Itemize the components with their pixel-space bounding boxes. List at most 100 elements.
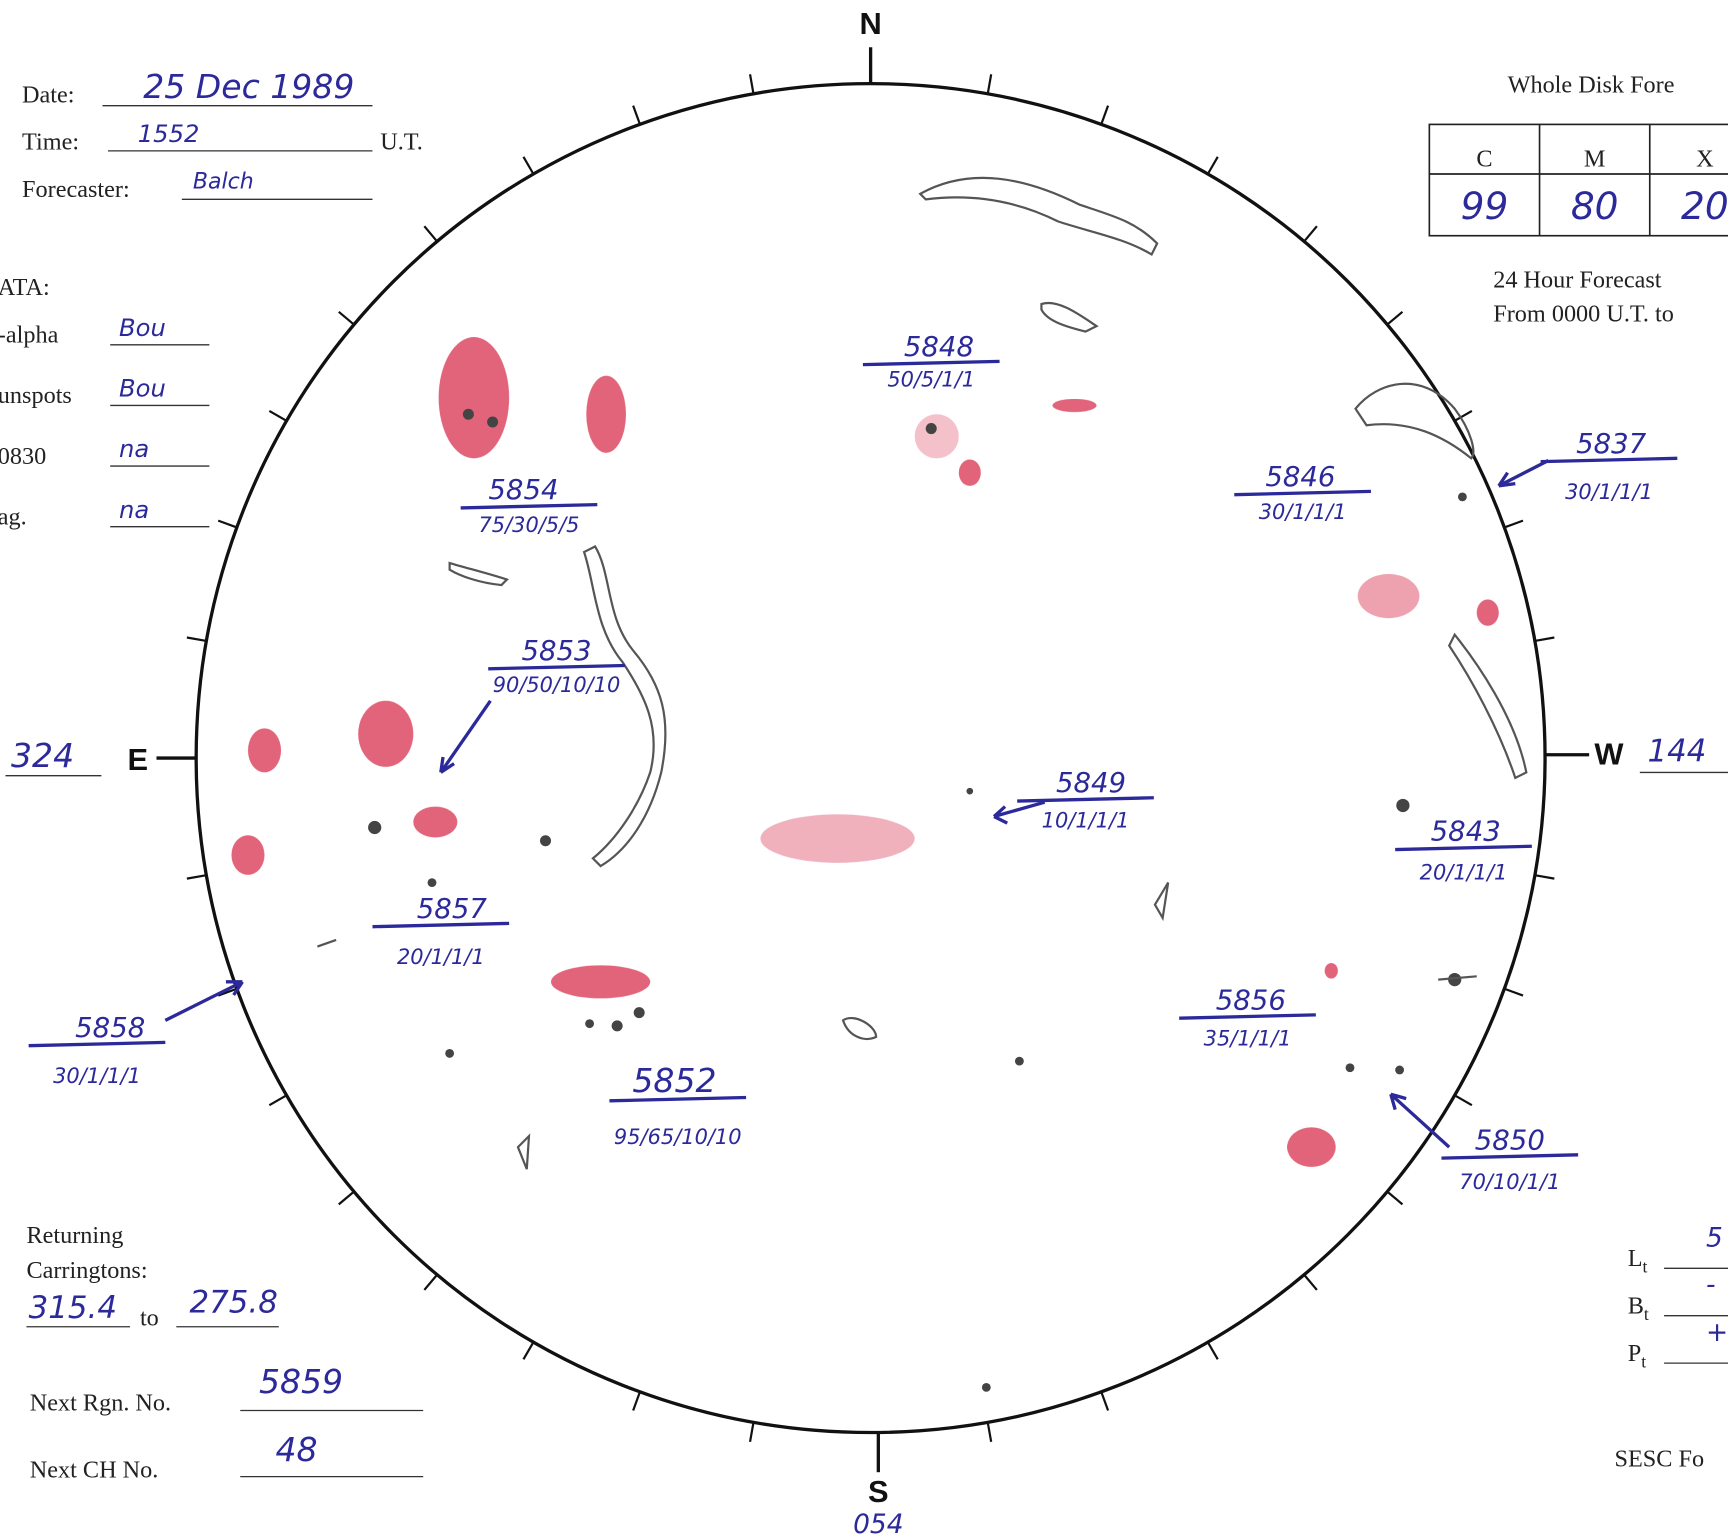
forecast-cells: C 99 M 80 X 20	[1461, 145, 1728, 228]
region-class: 30/1/1/1	[1565, 480, 1653, 504]
forecast-header: M	[1584, 145, 1606, 172]
returning-label: Returning	[26, 1222, 123, 1249]
data-rows: -alpha Bou unspots Bou 0830 na ag. na	[0, 313, 210, 530]
data-title: ATA:	[0, 274, 50, 301]
time-unit: U.T.	[380, 129, 423, 156]
west-value: 144	[1648, 733, 1707, 769]
disk-tick	[1454, 409, 1473, 422]
orientation-value: 5	[1706, 1222, 1723, 1253]
data-row-value: Bou	[119, 374, 166, 403]
next-ch-value: 48	[276, 1430, 318, 1469]
date-value: 25 Dec 1989	[143, 67, 354, 106]
region-rule	[488, 663, 625, 671]
disk-tick	[217, 987, 238, 997]
next-region-value: 5859	[259, 1362, 343, 1401]
data-row-label: 0830	[0, 443, 46, 470]
disk-tick	[986, 1422, 993, 1443]
carrington-to: 275.8	[190, 1284, 278, 1320]
north: N	[859, 6, 881, 41]
forecaster-label: Forecaster:	[22, 176, 130, 203]
disk-tick	[522, 156, 535, 175]
region-rule	[862, 359, 1000, 367]
disk-tick	[522, 1341, 535, 1360]
region-rule	[609, 1095, 747, 1103]
regions: 5848 50/5/1/1 5854 75/30/5/5 5853 90/50/10/10…	[28, 331, 1678, 1194]
returning-label: Carringtons:	[26, 1257, 147, 1284]
region-number: 5846	[1265, 461, 1335, 493]
region-number: 5849	[1056, 767, 1126, 799]
subscript: t	[1643, 1257, 1648, 1277]
forecaster-value: Balch	[193, 169, 254, 194]
south-value: 054	[853, 1509, 903, 1536]
subscript: t	[1644, 1304, 1649, 1324]
region-number: 5856	[1216, 984, 1286, 1016]
region-class: 50/5/1/1	[887, 368, 975, 392]
region-rule	[1540, 456, 1678, 464]
data-row-label: ag.	[0, 503, 27, 530]
disk-tick	[338, 310, 355, 326]
region-rule	[1017, 796, 1154, 803]
region-class: 90/50/10/10	[493, 673, 621, 697]
disk-tick	[748, 1422, 755, 1443]
east-value: 324	[11, 736, 74, 775]
disk-tick	[1303, 225, 1318, 243]
region-rule	[460, 502, 598, 510]
east: E	[127, 742, 148, 777]
forecast-value: 80	[1571, 184, 1619, 228]
region-class: 75/30/5/5	[478, 513, 579, 537]
region-arrows	[164, 459, 1550, 1149]
region-number: 5848	[904, 331, 974, 363]
region-class: 30/1/1/1	[1259, 500, 1347, 524]
filaments	[317, 176, 1528, 1170]
forecast-header: C	[1476, 145, 1492, 172]
label: L	[1628, 1245, 1643, 1272]
label: P	[1628, 1340, 1641, 1367]
region-number: 5858	[75, 1012, 145, 1044]
orientation-value: +	[1706, 1317, 1728, 1348]
region-number: 5852	[632, 1061, 716, 1100]
disk-tick	[1504, 987, 1524, 997]
region-class: 35/1/1/1	[1204, 1027, 1292, 1051]
orientation-label: Lt	[1628, 1245, 1648, 1277]
disk-tick	[1206, 156, 1219, 175]
disk-tick	[268, 1094, 288, 1107]
forecast-value: 99	[1461, 184, 1509, 228]
disk-tick	[423, 1274, 438, 1291]
disk-tick	[1386, 1190, 1404, 1206]
disk-tick	[632, 1391, 641, 1411]
data-row-value: na	[119, 495, 149, 524]
date-label: Date:	[22, 81, 74, 108]
disk-tick	[1303, 1274, 1318, 1291]
orientation-label: Pt	[1628, 1340, 1646, 1372]
disk-tick	[1534, 636, 1555, 643]
region-rule	[1441, 1153, 1579, 1160]
orientation-value: -	[1706, 1270, 1716, 1301]
disk-tick	[423, 225, 438, 243]
data-row-value: na	[119, 434, 149, 463]
region-number: 5857	[417, 893, 488, 925]
disk-tick	[338, 1190, 355, 1206]
data-row-label: unspots	[0, 382, 72, 409]
forecast-line: From 0000 U.T. to	[1493, 301, 1674, 328]
next-region-label: Next Rgn. No.	[30, 1389, 171, 1416]
region-rule	[1179, 1013, 1316, 1020]
region-number: 5843	[1431, 816, 1501, 848]
subscript: t	[1641, 1352, 1646, 1372]
disk-ticks	[186, 74, 1555, 1443]
region-number: 5853	[521, 635, 591, 667]
time-value: 1552	[138, 119, 200, 148]
next-ch-label: Next CH No.	[30, 1457, 159, 1484]
plages	[231, 337, 1499, 1167]
west: W	[1594, 737, 1624, 772]
data-row-value: Bou	[119, 313, 166, 342]
region-rule	[28, 1040, 166, 1048]
disk-tick	[1534, 874, 1555, 880]
disk-tick	[186, 874, 207, 880]
label: B	[1628, 1293, 1644, 1320]
time-label: Time:	[22, 129, 79, 156]
disk-tick	[186, 636, 207, 643]
disk-tick	[1504, 519, 1524, 529]
region-class: 95/65/10/10	[614, 1125, 742, 1149]
region-class: 30/1/1/1	[53, 1064, 141, 1088]
region-class: 70/10/1/1	[1459, 1170, 1560, 1194]
